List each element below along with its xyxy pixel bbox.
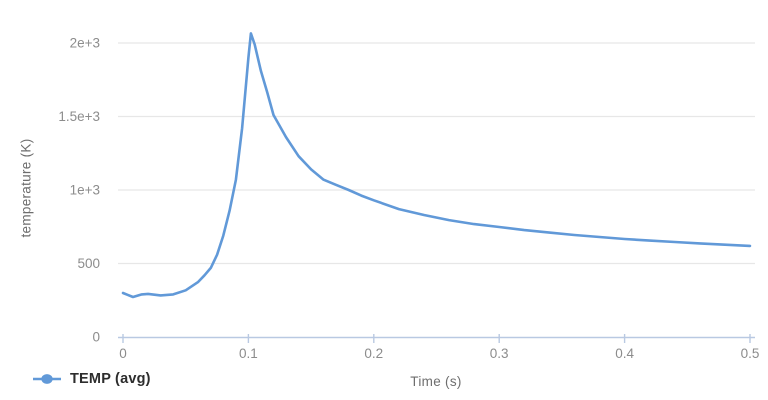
x-tick-label: 0.1 — [239, 346, 258, 361]
x-tick-label: 0.4 — [615, 346, 634, 361]
y-tick-label: 500 — [77, 256, 100, 271]
x-tick-label: 0 — [119, 346, 127, 361]
grid-layer — [118, 42, 755, 265]
x-tick-label: 0.5 — [741, 346, 760, 361]
legend-marker-icon — [33, 374, 61, 384]
x-tick-label: 0.3 — [490, 346, 509, 361]
y-tick-label: 1.5e+3 — [58, 109, 100, 124]
legend-label: TEMP (avg) — [70, 371, 151, 387]
tick-label-layer: 0 500 1e+3 1.5e+3 2e+3 0 0.1 0.2 0.3 0.4 0.5 — [58, 36, 759, 362]
y-axis-title: temperature (K) — [18, 138, 34, 238]
x-axis-title: Time (s) — [410, 374, 462, 389]
y-tick-label: 0 — [92, 330, 100, 345]
y-tick-label: 2e+3 — [70, 36, 100, 51]
series-layer — [121, 32, 752, 299]
series-line-temp-avg — [121, 32, 752, 299]
y-tick-label: 1e+3 — [70, 183, 100, 198]
axis-layer — [118, 334, 755, 343]
x-tick-label: 0.2 — [364, 346, 383, 361]
legend[interactable]: TEMP (avg) — [32, 371, 151, 387]
